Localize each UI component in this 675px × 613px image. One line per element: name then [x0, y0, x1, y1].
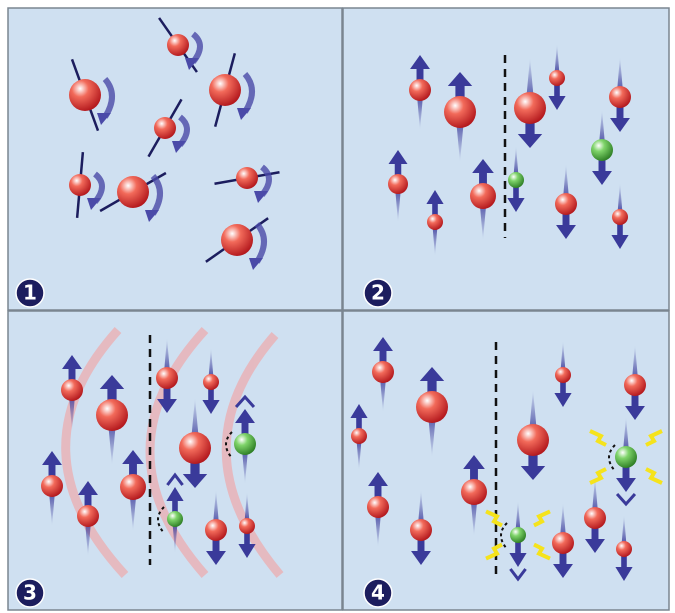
spin: [167, 511, 183, 527]
spin: [96, 399, 128, 431]
spin: [205, 519, 227, 541]
spin: [179, 432, 211, 464]
spin: [409, 79, 431, 101]
spin: [372, 361, 394, 383]
spin: [549, 70, 565, 86]
spin: [510, 527, 526, 543]
spin: [154, 117, 176, 139]
spin: [410, 519, 432, 541]
spin: [61, 379, 83, 401]
spin: [624, 374, 646, 396]
spin: [41, 475, 63, 497]
spin: [615, 446, 637, 468]
spin: [508, 172, 524, 188]
spin: [584, 507, 606, 529]
spin: [209, 74, 241, 106]
spin: [444, 96, 476, 128]
spin: [552, 532, 574, 554]
diagram: 1 2 3 4: [0, 0, 675, 613]
spin: [236, 167, 258, 189]
spin: [117, 176, 149, 208]
spin: [221, 224, 253, 256]
spin: [367, 496, 389, 518]
spin: [470, 183, 496, 209]
spin: [239, 518, 255, 534]
spin: [69, 79, 101, 111]
spin: [69, 174, 91, 196]
spin: [609, 86, 631, 108]
spin: [514, 92, 546, 124]
spin: [203, 374, 219, 390]
spin: [517, 424, 549, 456]
spin: [591, 139, 613, 161]
spin: [351, 428, 367, 444]
panel-number: 2: [371, 281, 385, 305]
spin: [555, 367, 571, 383]
panel-number: 1: [23, 281, 37, 305]
panel-number: 3: [23, 581, 37, 605]
spin: [427, 214, 443, 230]
spin: [616, 541, 632, 557]
spin: [120, 474, 146, 500]
spin: [388, 174, 408, 194]
panel-number: 4: [371, 581, 385, 605]
spin: [416, 391, 448, 423]
spin: [156, 367, 178, 389]
spin: [167, 34, 189, 56]
spin: [461, 479, 487, 505]
spin: [234, 433, 256, 455]
spin: [77, 505, 99, 527]
spin: [612, 209, 628, 225]
spin: [555, 193, 577, 215]
